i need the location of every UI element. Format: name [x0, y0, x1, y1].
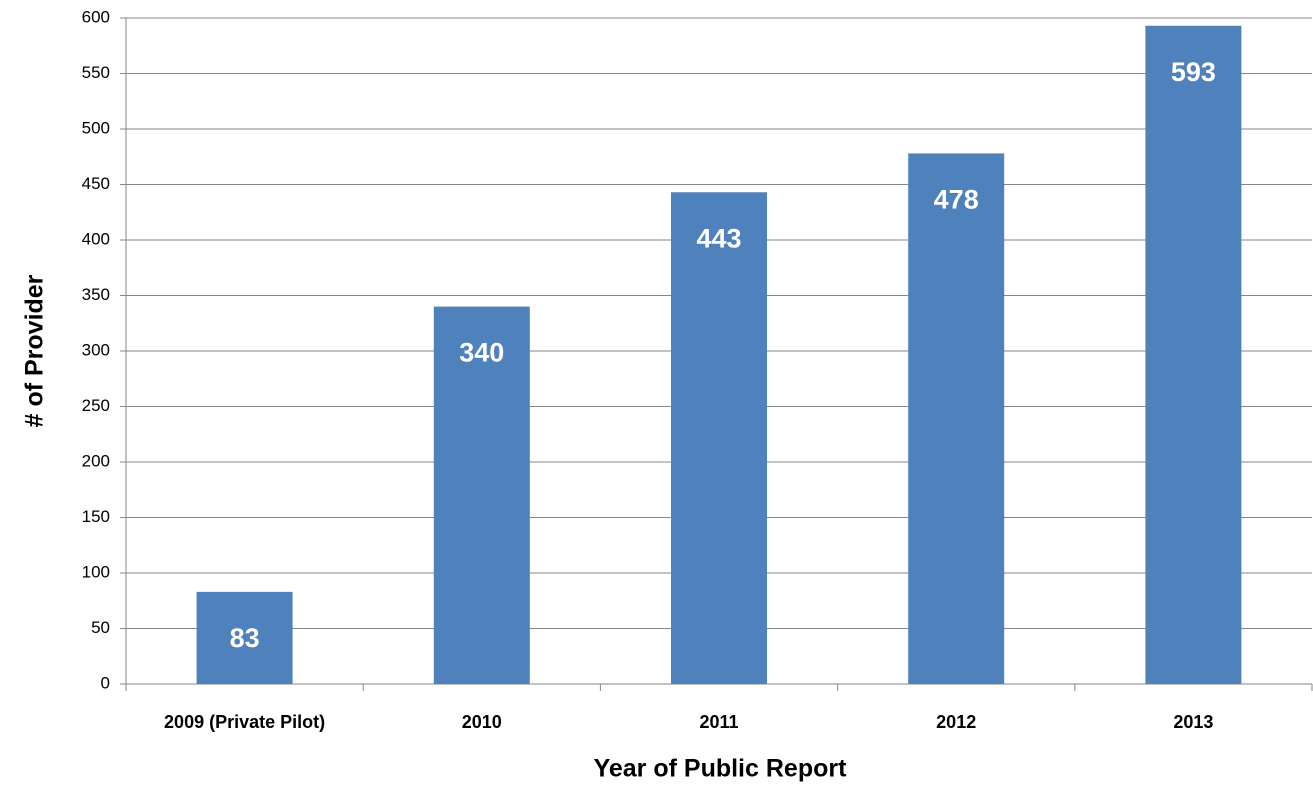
- y-tick-label: 550: [82, 63, 110, 82]
- y-axis-title: # of Provider: [21, 274, 49, 427]
- bar: [908, 153, 1005, 685]
- x-tick-label: 2010: [462, 712, 502, 732]
- y-tick-label: 50: [91, 618, 110, 637]
- x-tick-label: 2009 (Private Pilot): [164, 712, 325, 732]
- y-tick-label: 250: [82, 396, 110, 415]
- x-axis-title: Year of Public Report: [594, 755, 848, 783]
- y-tick-label: 400: [82, 229, 110, 248]
- y-tick-label: 600: [82, 7, 110, 26]
- y-tick-label: 0: [101, 673, 110, 692]
- x-tick-label: 2012: [936, 712, 976, 732]
- bar: [1145, 25, 1242, 684]
- data-label: 593: [1171, 57, 1216, 87]
- y-tick-label: 200: [82, 451, 110, 470]
- y-tick-label: 100: [82, 562, 110, 581]
- bar: [671, 192, 767, 684]
- y-tick-label: 500: [82, 118, 110, 137]
- data-label: 478: [934, 185, 979, 215]
- x-tick-label: 2013: [1173, 712, 1213, 732]
- data-label: 443: [696, 223, 741, 253]
- y-tick-label: 300: [82, 340, 110, 359]
- y-tick-label: 150: [82, 507, 110, 526]
- x-tick-label: 2011: [699, 712, 738, 732]
- y-tick-label: 350: [82, 285, 110, 304]
- bar: [433, 306, 530, 684]
- data-label: 340: [459, 338, 504, 368]
- y-tick-label: 450: [82, 174, 110, 193]
- data-label: 83: [230, 623, 260, 653]
- bar: [196, 591, 293, 684]
